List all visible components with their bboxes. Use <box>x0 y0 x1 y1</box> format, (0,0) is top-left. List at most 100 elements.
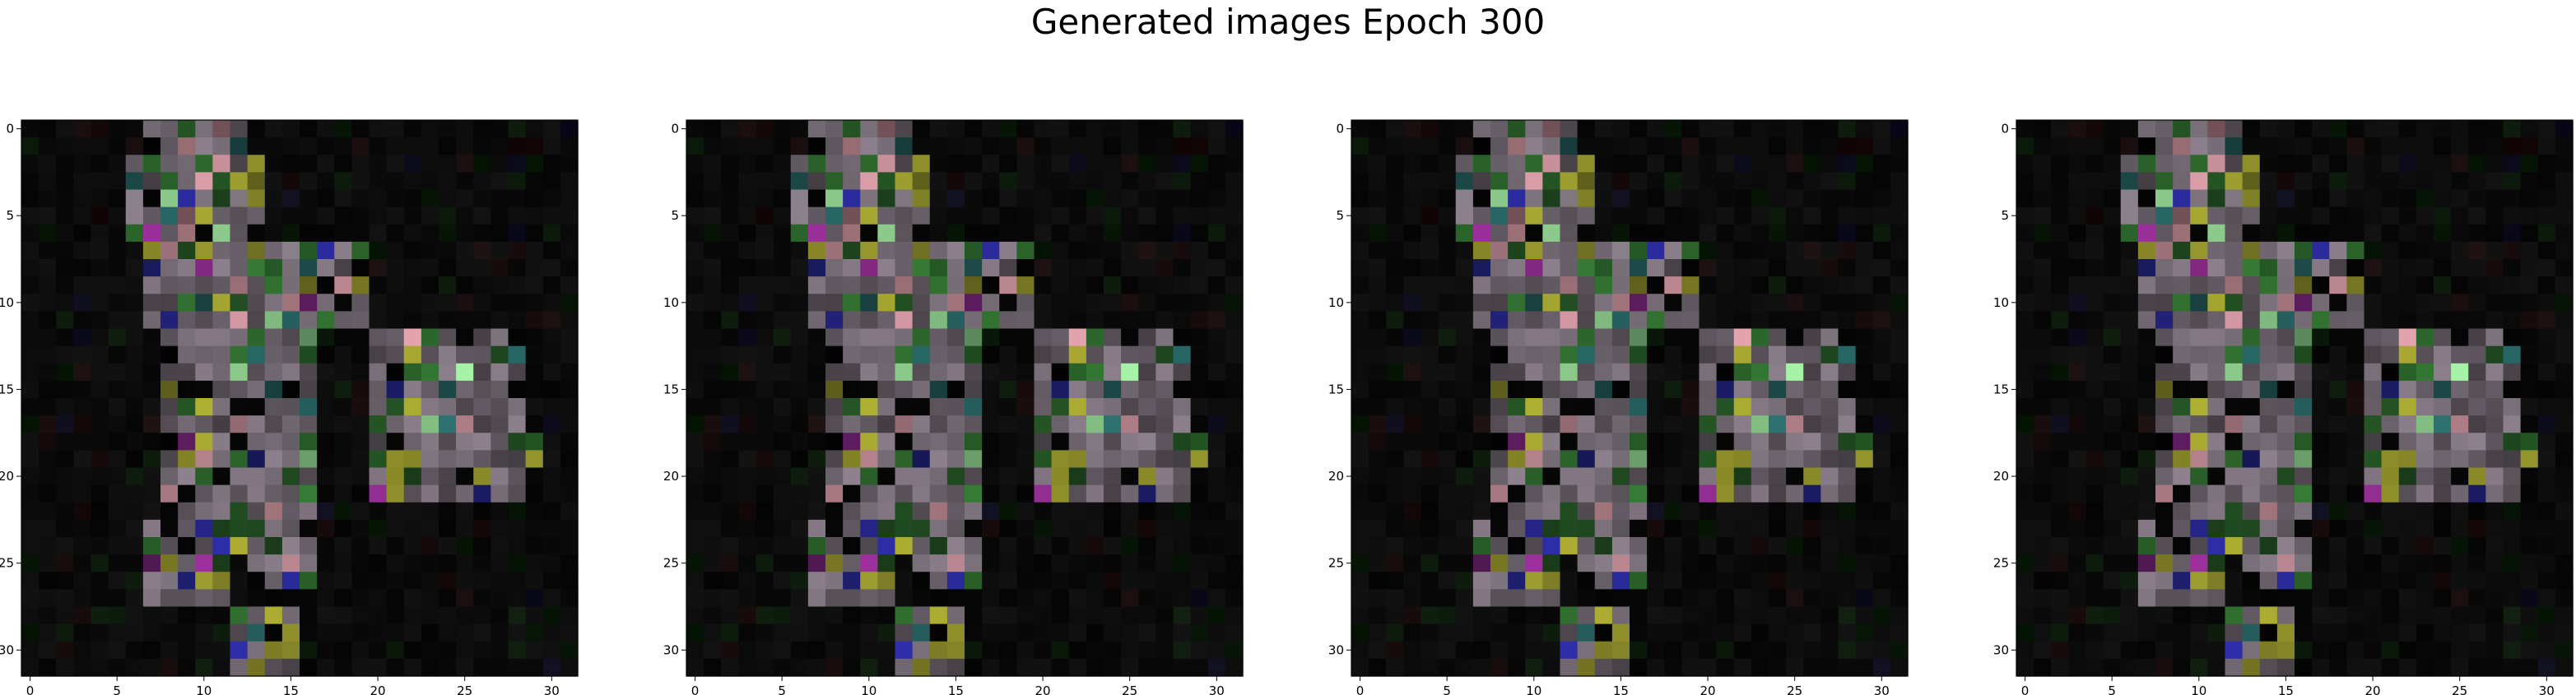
pixel <box>1751 120 1769 138</box>
pixel <box>2468 345 2486 364</box>
pixel <box>1872 311 1891 330</box>
pixel <box>1068 572 1087 590</box>
pixel <box>1155 554 1174 572</box>
pixel <box>281 259 300 277</box>
pixel <box>825 519 844 538</box>
pixel <box>1647 589 1665 608</box>
pixel <box>2016 572 2034 590</box>
pixel <box>1455 623 1474 642</box>
pixel <box>1872 345 1891 364</box>
pixel <box>1403 589 1422 608</box>
pixel <box>1190 172 1209 191</box>
pixel <box>1733 519 1752 538</box>
pixel <box>2503 467 2522 486</box>
pixel <box>912 606 931 625</box>
pixel <box>1455 224 1474 243</box>
pixel <box>1786 224 1804 243</box>
pixel <box>212 589 231 608</box>
pixel <box>1681 415 1700 433</box>
pixel <box>1872 537 1891 555</box>
pixel <box>704 311 722 330</box>
pixel <box>178 328 196 347</box>
pixel <box>773 554 792 572</box>
pixel <box>1751 189 1769 208</box>
pixel <box>965 137 983 155</box>
pixel <box>946 224 965 243</box>
pixel <box>1386 345 1404 364</box>
pixel <box>807 172 826 191</box>
pixel <box>300 345 318 364</box>
pixel <box>756 398 774 416</box>
pixel <box>508 484 527 503</box>
pixel <box>2120 398 2139 416</box>
pixel <box>1386 276 1404 294</box>
pixel <box>1560 380 1579 399</box>
pixel <box>1508 415 1526 433</box>
pixel <box>1421 502 1439 521</box>
pixel <box>946 120 965 138</box>
pixel <box>2398 276 2417 294</box>
pixel <box>1051 467 1070 486</box>
pixel <box>877 311 896 330</box>
pixel <box>2034 433 2052 451</box>
pixel <box>1438 363 1457 382</box>
pixel <box>704 450 722 469</box>
pixel <box>281 537 300 555</box>
pixel <box>1016 206 1035 225</box>
pixel <box>1733 467 1752 486</box>
pixel <box>1190 484 1209 503</box>
pixel <box>2329 641 2347 660</box>
pixel <box>1786 519 1804 538</box>
pixel <box>230 155 249 173</box>
pixel <box>1173 241 1192 260</box>
pixel <box>1086 172 1104 191</box>
pixel <box>912 415 931 433</box>
pixel <box>1716 294 1735 312</box>
pixel <box>2276 259 2295 277</box>
pixel <box>2485 363 2504 382</box>
pixel <box>1542 345 1561 364</box>
pixel <box>1716 328 1735 347</box>
pixel <box>281 433 300 451</box>
pixel <box>790 537 809 555</box>
pixel <box>351 502 370 521</box>
pixel <box>1611 641 1630 660</box>
pixel <box>1525 380 1543 399</box>
pixel <box>1351 658 1369 677</box>
pixel <box>334 155 352 173</box>
pixel <box>2451 641 2469 660</box>
pixel <box>1155 363 1174 382</box>
pixel <box>2103 398 2122 416</box>
pixel <box>300 241 318 260</box>
pixel <box>1594 450 1613 469</box>
pixel <box>686 155 704 173</box>
pixel <box>721 606 739 625</box>
pixel <box>1855 172 1874 191</box>
pixel <box>1190 259 1209 277</box>
pixel <box>1577 554 1596 572</box>
pixel <box>912 554 931 572</box>
pixel <box>2137 554 2156 572</box>
pixel <box>686 502 704 521</box>
pixel <box>2155 259 2174 277</box>
pixel <box>738 572 757 590</box>
pixel <box>212 658 231 677</box>
pixel <box>1560 623 1579 642</box>
pixel <box>56 172 74 191</box>
pixel <box>773 398 792 416</box>
pixel <box>965 241 983 260</box>
pixel <box>1369 224 1387 243</box>
pixel <box>1104 641 1122 660</box>
pixel <box>1121 137 1139 155</box>
pixel <box>825 120 844 138</box>
pixel <box>1086 189 1104 208</box>
pixel <box>386 276 405 294</box>
pixel <box>1803 345 1821 364</box>
pixel <box>195 398 213 416</box>
pixel <box>2555 519 2574 538</box>
pixel <box>860 120 878 138</box>
pixel <box>1872 623 1891 642</box>
pixel <box>1016 120 1035 138</box>
pixel <box>1838 433 1857 451</box>
pixel <box>1490 467 1509 486</box>
